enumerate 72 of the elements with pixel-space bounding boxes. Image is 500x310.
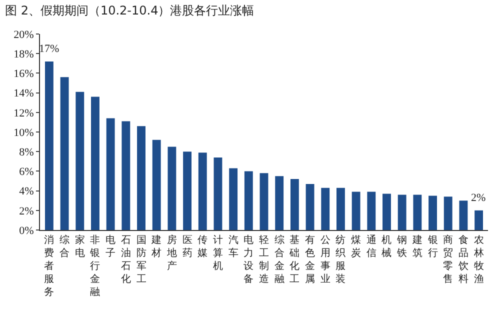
y-tick-label: 18% — [14, 48, 34, 60]
chart-title: 图 2、假期期间（10.2-10.4）港股各行业涨幅 — [5, 4, 254, 18]
bar — [91, 96, 100, 230]
x-tick-label: 综合 — [60, 234, 70, 259]
bar — [60, 77, 69, 230]
x-tick-label: 公用事业 — [320, 234, 330, 285]
x-tick-label: 银行 — [426, 235, 438, 259]
x-tick-label: 医药 — [182, 235, 192, 259]
y-tick-label: 8% — [19, 146, 34, 158]
bar — [275, 176, 284, 230]
bar — [44, 61, 54, 230]
bar — [474, 210, 484, 230]
x-tick-label: 家电 — [74, 234, 85, 259]
bar — [290, 179, 299, 230]
x-tick-label: 基础化工 — [288, 234, 300, 285]
x-tick-label: 煤炭 — [351, 234, 362, 259]
bar — [367, 192, 376, 230]
y-tick-label: 16% — [14, 68, 34, 80]
bar — [229, 168, 238, 230]
x-tick-label: 通信 — [366, 234, 376, 259]
bar — [306, 184, 314, 230]
y-tick-label: 12% — [14, 107, 34, 120]
x-tick-label: 综合金融 — [274, 234, 284, 285]
x-tick-label: 轻工制造 — [259, 234, 269, 285]
x-tick-label: 电子 — [106, 234, 116, 259]
x-tick-label: 机械 — [382, 234, 392, 259]
bar — [260, 173, 268, 230]
bar — [214, 157, 222, 230]
x-tick-label: 消费者服务 — [44, 234, 54, 298]
x-tick-label: 纺织服装 — [336, 234, 346, 285]
x-tick-label: 建筑 — [411, 234, 422, 259]
bar — [428, 196, 437, 230]
x-tick-label: 农林牧渔 — [472, 235, 484, 285]
y-tick-label: 0% — [19, 224, 34, 237]
y-tick-label: 6% — [19, 166, 34, 178]
x-tick-label: 有色金属 — [305, 234, 316, 285]
x-tick-label: 食品饮料 — [457, 234, 468, 285]
y-tick-label: 14% — [14, 88, 34, 100]
bar — [413, 194, 422, 230]
x-tick-label: 汽车 — [228, 234, 238, 259]
x-tick-label: 石油石化 — [120, 235, 131, 285]
x-tick-label: 钢铁 — [396, 235, 408, 259]
x-tick-label: 建材 — [150, 234, 162, 259]
bar — [183, 152, 192, 230]
bar — [168, 146, 176, 230]
x-tick-label: 商贸零售 — [443, 234, 454, 285]
bar — [122, 121, 130, 230]
bar — [398, 194, 406, 230]
x-tick-label: 国防军工 — [136, 235, 146, 285]
x-tick-label: 电力设备 — [244, 234, 254, 285]
annotation: 2% — [471, 192, 486, 204]
annotation: 17% — [39, 43, 60, 55]
bar — [382, 194, 391, 230]
bar — [321, 188, 330, 230]
x-tick-label: 房地产 — [166, 234, 177, 272]
y-tick-label: 10% — [14, 126, 34, 139]
bar — [198, 152, 207, 230]
bar — [444, 196, 452, 230]
x-tick-label: 传媒 — [198, 235, 208, 259]
bar — [137, 126, 146, 230]
y-tick-label: 4% — [19, 186, 34, 198]
bar — [152, 140, 161, 230]
bar — [352, 192, 360, 230]
bar — [76, 92, 84, 230]
bar — [244, 171, 253, 230]
bar — [336, 188, 345, 230]
x-tick-label: 计算机 — [212, 234, 223, 272]
bar — [106, 118, 115, 230]
x-tick-label: 非银行金融 — [89, 234, 100, 298]
bar — [459, 200, 468, 230]
y-tick-label: 2% — [19, 205, 34, 218]
y-tick-label: 20% — [14, 28, 34, 41]
